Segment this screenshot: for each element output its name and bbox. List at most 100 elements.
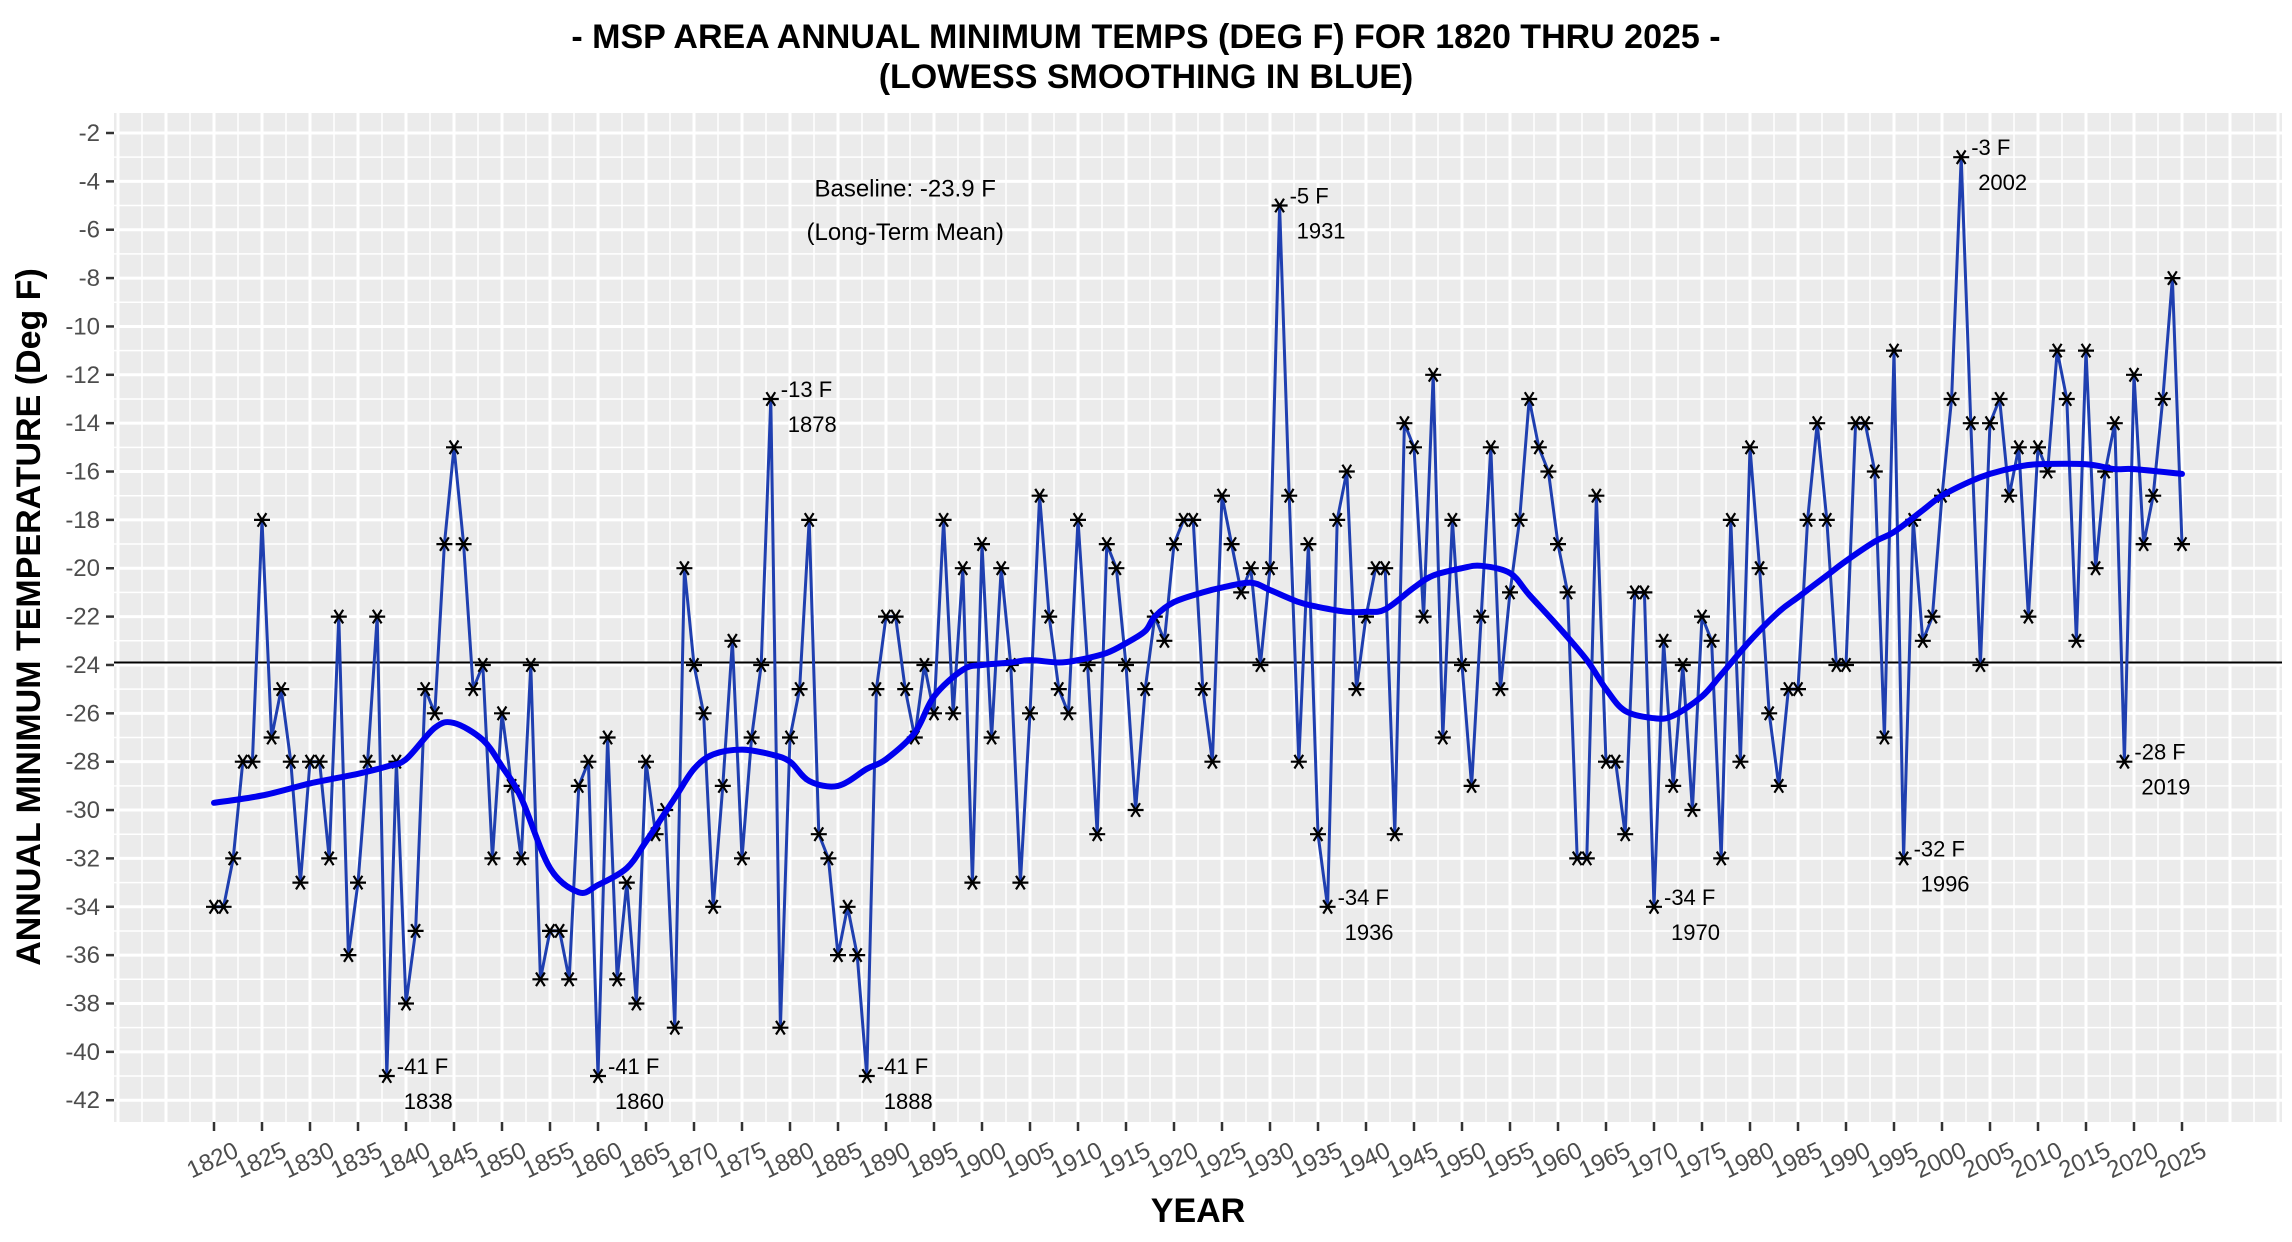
y-tick-label: -24 <box>65 652 100 679</box>
data-point <box>1972 657 1989 673</box>
data-point <box>1799 512 1816 528</box>
asterisk-marker <box>897 681 914 697</box>
asterisk-marker <box>225 851 242 866</box>
annotation-value: -41 F <box>397 1054 448 1079</box>
data-point <box>1790 681 1806 697</box>
asterisk-marker <box>590 1068 606 1084</box>
asterisk-marker <box>1972 657 1989 673</box>
data-point <box>1982 415 1998 431</box>
data-point <box>1348 681 1365 697</box>
data-point <box>2154 391 2171 407</box>
data-point <box>791 681 808 697</box>
asterisk-marker <box>1694 609 1710 624</box>
data-point <box>801 512 818 528</box>
asterisk-marker <box>1540 464 1557 479</box>
annotation-year: 2019 <box>2141 775 2190 800</box>
asterisk-marker <box>2116 754 2133 770</box>
asterisk-marker <box>2058 391 2075 407</box>
data-point <box>1281 488 1298 504</box>
data-point <box>1338 464 1355 479</box>
asterisk-marker <box>945 705 962 721</box>
asterisk-marker <box>1185 512 1202 528</box>
asterisk-marker <box>1722 512 1739 528</box>
data-point <box>1098 536 1115 552</box>
asterisk-marker <box>1559 585 1576 600</box>
data-point <box>743 730 760 745</box>
data-point <box>945 705 962 721</box>
data-point <box>1617 826 1634 842</box>
data-point <box>858 1068 875 1084</box>
asterisk-marker <box>1799 512 1816 528</box>
data-point <box>1444 512 1461 528</box>
asterisk-marker <box>1991 391 2008 407</box>
data-point <box>926 705 942 721</box>
y-tick-label: -10 <box>65 313 100 340</box>
asterisk-marker <box>993 560 1010 576</box>
asterisk-marker <box>1502 585 1518 600</box>
data-point <box>1108 560 1125 576</box>
data-point <box>1434 730 1451 745</box>
asterisk-marker <box>1463 778 1480 794</box>
data-point <box>1463 778 1480 794</box>
data-point <box>1454 657 1470 673</box>
data-point <box>1732 754 1749 770</box>
data-point <box>2001 488 2018 504</box>
data-point <box>522 657 539 673</box>
asterisk-marker <box>887 609 904 624</box>
asterisk-marker <box>1041 609 1058 624</box>
data-point <box>2106 415 2123 431</box>
asterisk-marker <box>628 996 645 1011</box>
asterisk-marker <box>1415 609 1432 624</box>
asterisk-marker <box>1290 754 1307 770</box>
annotation-year: 1888 <box>884 1089 933 1114</box>
asterisk-marker <box>1137 681 1154 697</box>
data-point <box>1502 585 1518 600</box>
data-point <box>254 512 270 528</box>
asterisk-marker <box>2068 633 2085 649</box>
asterisk-marker <box>1098 536 1115 552</box>
data-point <box>1290 754 1307 770</box>
asterisk-marker <box>1300 536 1317 552</box>
data-point <box>321 851 338 866</box>
asterisk-marker <box>350 875 366 890</box>
asterisk-marker <box>609 971 626 987</box>
x-tick-label: 2025 <box>2151 1137 2211 1184</box>
data-point <box>916 657 933 673</box>
y-tick-label: -18 <box>65 507 100 534</box>
annotation-year: 1996 <box>1921 871 1970 896</box>
asterisk-marker <box>1204 754 1221 770</box>
data-point <box>1674 657 1691 673</box>
asterisk-marker <box>1233 585 1250 600</box>
annotation: -34 F 1970 <box>1664 885 1720 945</box>
asterisk-marker <box>1761 705 1778 721</box>
data-point <box>753 657 770 673</box>
asterisk-marker <box>1790 681 1806 697</box>
asterisk-marker <box>1214 488 1230 504</box>
asterisk-marker <box>282 754 299 770</box>
asterisk-marker <box>1262 560 1278 576</box>
data-point <box>638 754 654 770</box>
y-tick-label: -2 <box>79 120 100 147</box>
asterisk-marker <box>638 754 654 770</box>
data-point <box>1914 633 1931 649</box>
data-point <box>378 1068 395 1084</box>
annotation-value: -32 F <box>1914 836 1965 861</box>
data-point <box>1521 391 1538 407</box>
annotation: -13 F 1878 <box>781 377 837 437</box>
data-point <box>2058 391 2075 407</box>
asterisk-marker <box>1252 657 1269 673</box>
annotations: -41 F 1838 -41 F 1860 -13 F 1878 -41 F 1888 -5 F… <box>397 135 2191 1114</box>
data-point <box>666 1020 683 1036</box>
data-point <box>1089 826 1106 842</box>
data-point <box>1818 512 1835 528</box>
y-axis-title: ANNUAL MINIMUM TEMPERATURE (Deg F) <box>10 268 48 966</box>
asterisk-marker <box>1348 681 1365 697</box>
asterisk-marker <box>1895 851 1912 866</box>
asterisk-marker <box>417 681 434 697</box>
y-tick-label: -22 <box>65 604 100 631</box>
annotation: -3 F 2002 <box>1971 135 2027 195</box>
data-point <box>1809 415 1826 431</box>
asterisk-marker <box>436 536 453 552</box>
asterisk-marker <box>2174 536 2190 552</box>
asterisk-marker <box>1636 585 1653 600</box>
